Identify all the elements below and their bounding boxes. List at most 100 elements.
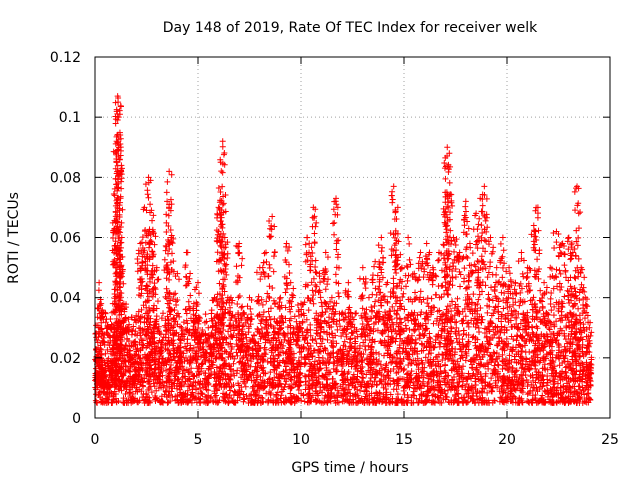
data-point	[310, 300, 317, 307]
data-point	[336, 317, 343, 324]
data-point	[348, 329, 355, 336]
data-point	[372, 298, 379, 305]
data-point	[233, 349, 240, 356]
data-point	[219, 183, 226, 190]
data-point	[381, 352, 388, 359]
data-point	[167, 361, 174, 368]
data-point	[424, 392, 431, 399]
data-point	[154, 276, 161, 283]
data-point	[208, 329, 215, 336]
data-point	[282, 289, 289, 296]
data-point	[187, 292, 194, 299]
data-point	[578, 389, 585, 396]
data-point	[379, 259, 386, 266]
data-point	[430, 320, 437, 327]
data-point	[302, 241, 309, 248]
data-point	[313, 340, 320, 347]
data-point	[368, 343, 375, 350]
data-point	[357, 387, 364, 394]
data-point	[266, 388, 273, 395]
data-point	[479, 388, 486, 395]
data-point	[161, 256, 168, 263]
data-point	[305, 307, 312, 314]
data-point	[352, 310, 359, 317]
data-point	[298, 390, 305, 397]
data-point	[267, 233, 274, 240]
data-point	[231, 327, 238, 334]
data-point	[331, 231, 338, 238]
data-point	[238, 262, 245, 269]
data-point	[98, 398, 105, 405]
data-point	[555, 342, 562, 349]
data-point	[356, 275, 363, 282]
data-point	[208, 307, 215, 314]
data-point	[345, 381, 352, 388]
data-point	[452, 391, 459, 398]
data-point	[499, 351, 506, 358]
data-point	[304, 351, 311, 358]
data-point	[235, 294, 242, 301]
data-point	[581, 315, 588, 322]
data-point	[181, 336, 188, 343]
data-point	[322, 300, 329, 307]
data-point	[334, 394, 341, 401]
data-point	[317, 279, 324, 286]
data-point	[146, 244, 153, 251]
data-point	[353, 310, 360, 317]
data-point	[498, 311, 505, 318]
data-point	[312, 336, 319, 343]
data-point	[541, 361, 548, 368]
data-point	[378, 248, 385, 255]
data-point	[303, 316, 310, 323]
data-point	[144, 187, 151, 194]
data-point	[313, 330, 320, 337]
data-point	[453, 335, 460, 342]
data-point	[218, 221, 225, 228]
data-point	[377, 361, 384, 368]
data-point	[301, 372, 308, 379]
data-point	[420, 368, 427, 375]
data-point	[155, 276, 162, 283]
data-point	[236, 292, 243, 299]
data-point	[233, 263, 240, 270]
data-points	[92, 93, 595, 406]
data-point	[322, 286, 329, 293]
data-point	[506, 352, 513, 359]
data-point	[149, 217, 156, 224]
data-point	[524, 391, 531, 398]
data-point	[261, 250, 268, 257]
data-point	[240, 398, 247, 405]
data-point	[153, 387, 160, 394]
data-point	[158, 315, 165, 322]
data-point	[259, 313, 266, 320]
data-point	[311, 230, 318, 237]
data-point	[138, 239, 145, 246]
data-point	[555, 340, 562, 347]
data-point	[162, 367, 169, 374]
data-point	[484, 309, 491, 316]
data-point	[313, 269, 320, 276]
data-point	[418, 385, 425, 392]
data-point	[318, 340, 325, 347]
data-point	[553, 318, 560, 325]
data-point	[227, 317, 234, 324]
data-point	[288, 376, 295, 383]
data-point	[374, 392, 381, 399]
data-point	[382, 381, 389, 388]
data-point	[271, 358, 278, 365]
data-point	[496, 388, 503, 395]
data-point	[110, 190, 117, 197]
data-point	[326, 351, 333, 358]
data-point	[472, 382, 479, 389]
data-point	[273, 391, 280, 398]
data-point	[139, 366, 146, 373]
data-point	[220, 281, 227, 288]
data-point	[522, 349, 529, 356]
data-point	[302, 378, 309, 385]
data-point	[142, 181, 149, 188]
data-point	[218, 168, 225, 175]
data-point	[234, 243, 241, 250]
data-point	[230, 360, 237, 367]
data-point	[294, 301, 301, 308]
data-point	[351, 335, 358, 342]
